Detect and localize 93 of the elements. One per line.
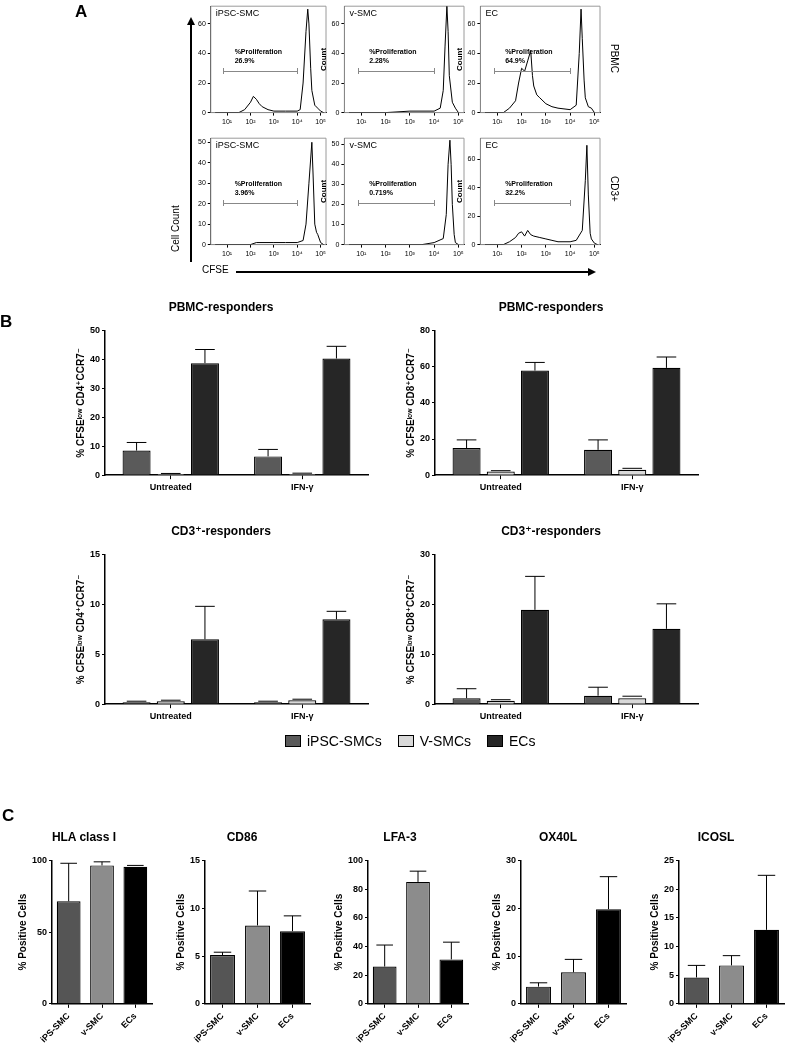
y-axis-title: % Positive Cells [16,893,28,971]
y-axis-title: % Positive Cells [332,893,344,971]
y-tick-label: 10 [420,648,431,659]
y-tick-label: 40 [90,353,101,364]
y-tick-label: 25 [664,854,675,865]
y-tick-label: 10 [664,940,675,951]
chart-title: CD86 [226,829,258,844]
text: C [2,806,15,826]
y-tick-label: 5 [95,648,101,659]
y-tick-label: 60 [353,912,364,923]
y-tick-label: 50 [90,324,101,335]
chart-title: PBMC-responders [498,299,604,314]
y-axis-title: Count [319,47,328,71]
y-tick-label: 5 [669,969,675,980]
y-tick-label: 10 [190,902,201,913]
y-tick-label: 20 [353,969,364,980]
chart-title: OX40L [538,829,578,844]
y-tick-label: 30 [420,548,431,559]
chart-title: LFA-3 [383,829,417,844]
chart-title: HLA class I [51,829,117,844]
x-tick-label: ECs [750,1010,770,1031]
x-tick-label: Untreated [149,711,192,722]
x-tick-label: IFN-γ [291,711,314,722]
chart-title: PBMC-responders [168,299,274,314]
y-tick-label: 0 [95,698,101,709]
y-tick-label: 80 [420,324,431,335]
text: A [75,2,88,22]
y-tick-label: 10 [506,950,517,961]
x-tick-label: Untreated [479,482,522,493]
y-tick-label: 0 [425,698,431,709]
y-tick-label: 20 [90,411,101,422]
legend-label: iPSC-SMCs [307,733,382,749]
y-tick-label: 80 [353,883,364,894]
legend-label: V-SMCs [419,733,472,749]
y-tick-label: 0 [195,998,201,1009]
y-tick-label: 20 [664,883,675,894]
y-axis-title: % Positive Cells [648,893,660,971]
y-tick-label: 0 [358,998,364,1009]
x-axis-title: CFSE [202,264,229,275]
y-tick-label: 10 [90,598,101,609]
y-tick-label: 0 [669,998,675,1009]
y-tick-label: 15 [190,854,201,865]
x-tick-label: ECs [276,1010,296,1031]
y-axis-title: % CFSEˡᵒʷ CD8⁺CCR7⁻ [404,574,416,685]
y-axis-title: % Positive Cells [490,893,502,971]
text: B [0,312,13,332]
y-tick-label: 0 [95,469,101,480]
x-tick-label: ECs [119,1010,139,1031]
y-tick-label: 100 [347,854,364,865]
y-tick-label: 60 [420,361,431,372]
y-tick-label: 0 [42,998,48,1009]
y-tick-label: 20 [420,598,431,609]
chart-title: iPSC-SMC [215,8,260,19]
y-axis-title: % CFSEˡᵒʷ CD4⁺CCR7⁻ [74,347,86,458]
chart-title: CD3⁺-responders [501,523,602,538]
chart-title: v-SMC [349,140,378,151]
x-tick-label: IFN-γ [291,482,314,493]
y-tick-label: 10 [90,440,101,451]
x-tick-label: Untreated [479,711,522,722]
chart-title: v-SMC [349,8,378,19]
y-tick-label: 50 [37,926,48,937]
x-tick-label: Untreated [149,482,192,493]
chart-title: EC [485,8,499,19]
y-tick-label: 15 [664,912,675,923]
y-axis-title: % CFSEˡᵒʷ CD4⁺CCR7⁻ [74,574,86,685]
y-axis-title: % Positive Cells [174,893,186,971]
y-tick-label: 100 [31,854,48,865]
y-tick-label: 40 [420,397,431,408]
y-axis-title: Count [319,179,328,203]
text: PBMC [609,44,620,73]
y-axis-title: Count [455,47,464,71]
y-axis-title: Cell Count [170,205,181,252]
y-tick-label: 20 [420,433,431,444]
chart-title: EC [485,140,499,151]
y-tick-label: 0 [425,469,431,480]
x-tick-label: IFN-γ [621,711,644,722]
y-axis-title: % CFSEˡᵒʷ CD8⁺CCR7⁻ [404,347,416,458]
x-tick-label: IFN-γ [621,482,644,493]
x-tick-label: ECs [592,1010,612,1031]
y-tick-label: 30 [90,382,101,393]
chart-title: CD3⁺-responders [171,523,272,538]
chart-title: ICOSL [697,829,735,844]
y-tick-label: 0 [511,998,517,1009]
text: CD3+ [609,176,620,202]
y-tick-label: 30 [506,854,517,865]
chart-title: iPSC-SMC [215,140,260,151]
legend-label: ECs [509,733,536,749]
y-tick-label: 40 [353,940,364,951]
x-tick-label: ECs [435,1010,455,1031]
y-tick-label: 20 [506,902,517,913]
y-tick-label: 5 [195,950,201,961]
y-tick-label: 15 [90,548,101,559]
y-axis-title: Count [455,179,464,203]
